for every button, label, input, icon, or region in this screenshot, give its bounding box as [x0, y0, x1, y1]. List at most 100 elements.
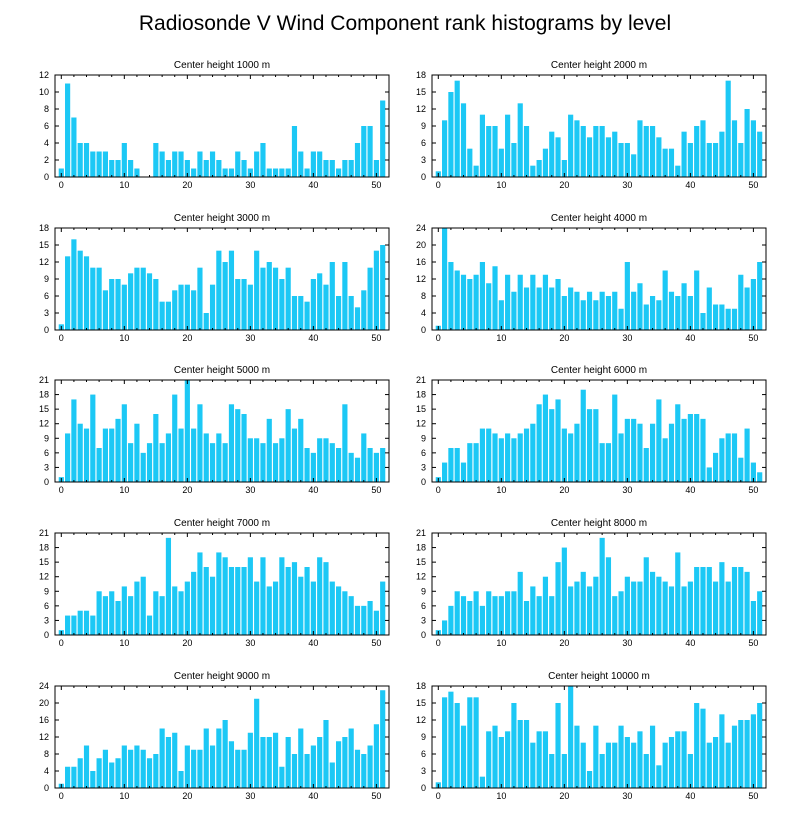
bar: [247, 168, 253, 177]
bar: [380, 448, 386, 482]
bar: [511, 438, 517, 482]
bar: [304, 754, 310, 788]
y-tick-label: 6: [421, 749, 426, 759]
bar: [380, 581, 386, 635]
bar: [128, 160, 134, 177]
bar: [191, 428, 197, 482]
bar: [580, 389, 586, 482]
bar: [304, 448, 310, 482]
bar: [687, 414, 693, 482]
bar: [354, 605, 361, 635]
bar: [549, 409, 555, 482]
bar: [228, 741, 235, 788]
panel-5: Center height 5000 m 0 10 20 30 40 50 0 3 6 9 12 15 1…: [39, 365, 390, 495]
bar: [184, 581, 190, 635]
y-tick-label: 9: [421, 732, 426, 742]
bar: [216, 160, 222, 177]
bar: [172, 151, 178, 177]
bar: [115, 418, 121, 482]
bar: [380, 690, 386, 788]
bar: [706, 567, 712, 635]
bar: [222, 443, 228, 482]
bar: [329, 762, 335, 788]
bar: [279, 279, 285, 330]
bar: [454, 270, 460, 330]
bar: [713, 581, 719, 635]
bar: [121, 586, 127, 635]
x-tick-label: 0: [59, 485, 64, 495]
bar: [90, 267, 96, 330]
panel-title: Center height 3000 m: [174, 213, 270, 224]
x-tick-label: 10: [496, 638, 506, 648]
y-tick-label: 15: [39, 404, 49, 414]
bar: [656, 399, 662, 482]
y-tick-label: 0: [421, 172, 426, 182]
bar: [460, 596, 467, 635]
bar: [90, 394, 96, 482]
y-tick-label: 3: [421, 615, 426, 625]
bar: [304, 567, 310, 635]
bar: [329, 581, 335, 635]
bar: [517, 274, 523, 330]
panel-title: Center height 7000 m: [174, 518, 270, 529]
y-tick-label: 12: [39, 732, 49, 742]
bar: [298, 728, 304, 788]
bar: [467, 148, 473, 177]
bar: [586, 291, 593, 330]
y-tick-label: 12: [416, 715, 426, 725]
bar: [605, 557, 612, 635]
y-tick-label: 0: [44, 325, 49, 335]
bar: [77, 423, 83, 482]
bar: [486, 428, 492, 482]
panel-7: Center height 7000 m 0 10 20 30 40 50 0 3 6 9 12 15 1…: [39, 518, 390, 648]
bar: [523, 428, 530, 482]
bar: [134, 168, 140, 177]
bar: [479, 605, 485, 635]
y-tick-label: 3: [421, 766, 426, 776]
bar: [454, 448, 460, 482]
bar: [235, 409, 241, 482]
bar: [599, 126, 605, 177]
bar: [165, 433, 172, 482]
bar: [605, 296, 612, 330]
bar: [668, 423, 675, 482]
bar: [738, 143, 744, 177]
bar: [153, 143, 159, 177]
bar: [115, 279, 121, 330]
bar: [348, 452, 354, 482]
bar: [656, 137, 662, 177]
panel-title: Center height 10000 m: [548, 671, 650, 682]
bar: [523, 601, 530, 635]
bar: [681, 131, 687, 177]
y-tick-label: 0: [44, 630, 49, 640]
bar: [694, 126, 700, 177]
bar: [310, 279, 316, 330]
bar: [266, 418, 272, 482]
bar: [492, 433, 498, 482]
bar: [467, 279, 473, 330]
bar: [272, 443, 279, 482]
bar: [380, 245, 386, 330]
bar: [612, 394, 618, 482]
bar: [83, 256, 90, 330]
bar: [109, 591, 115, 635]
bar: [134, 267, 140, 330]
bar: [681, 418, 687, 482]
y-tick-label: 4: [44, 766, 49, 776]
x-tick-label: 0: [436, 333, 441, 343]
bar: [637, 423, 643, 482]
bar: [649, 296, 656, 330]
bar: [498, 148, 504, 177]
bar: [593, 576, 599, 635]
x-tick-label: 10: [119, 180, 129, 190]
y-tick-label: 0: [44, 477, 49, 487]
y-tick-label: 0: [44, 172, 49, 182]
bar: [637, 120, 643, 177]
bar: [134, 423, 140, 482]
y-tick-label: 15: [416, 557, 426, 567]
bar: [460, 725, 467, 788]
bar: [517, 571, 523, 635]
bar: [241, 567, 247, 635]
x-tick-label: 10: [119, 638, 129, 648]
y-tick-label: 12: [39, 419, 49, 429]
